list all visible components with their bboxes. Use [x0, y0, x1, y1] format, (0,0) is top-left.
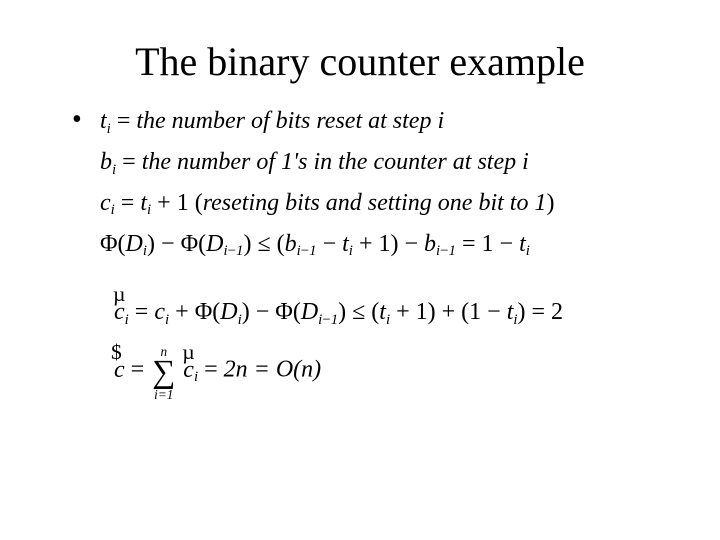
sigma-icon: n ∑ i=1 — [152, 345, 175, 401]
eq-line-5: ci = ci + Φ(Di) − Φ(Di−1) ≤ (ti + 1) + (… — [100, 294, 563, 333]
eq-line-6: c = n ∑ i=1 ci = 2n = O(n) — [100, 343, 563, 399]
var-t: ti — [100, 108, 111, 134]
c-hat-icon: c — [183, 352, 194, 389]
slide: The binary counter example • ti = the nu… — [0, 0, 720, 540]
eq-line-3: ci = ti + 1 (reseting bits and setting o… — [100, 185, 563, 224]
slide-title: The binary counter example — [0, 38, 720, 85]
eq-line-1: ti = the number of bits reset at step i — [100, 103, 563, 142]
eq-line-2: bi = the number of 1's in the counter at… — [100, 144, 563, 183]
bullet-item: • ti = the number of bits reset at step … — [72, 103, 680, 401]
eq-line-4: Φ(Di) − Φ(Di−1) ≤ (bi−1 − ti + 1) − bi−1… — [100, 226, 563, 265]
var-c: ci — [100, 190, 115, 216]
slide-body: • ti = the number of bits reset at step … — [0, 103, 720, 401]
c-dollar-icon: c — [114, 352, 125, 389]
text-1: the number of bits reset at step i — [136, 108, 444, 134]
bullet-icon: • — [72, 103, 100, 137]
c-hat-icon: c — [114, 294, 125, 331]
text-2: the number of 1's in the counter at step… — [142, 149, 529, 175]
equation-block: ti = the number of bits reset at step i … — [100, 103, 563, 401]
var-b: bi — [100, 149, 116, 175]
